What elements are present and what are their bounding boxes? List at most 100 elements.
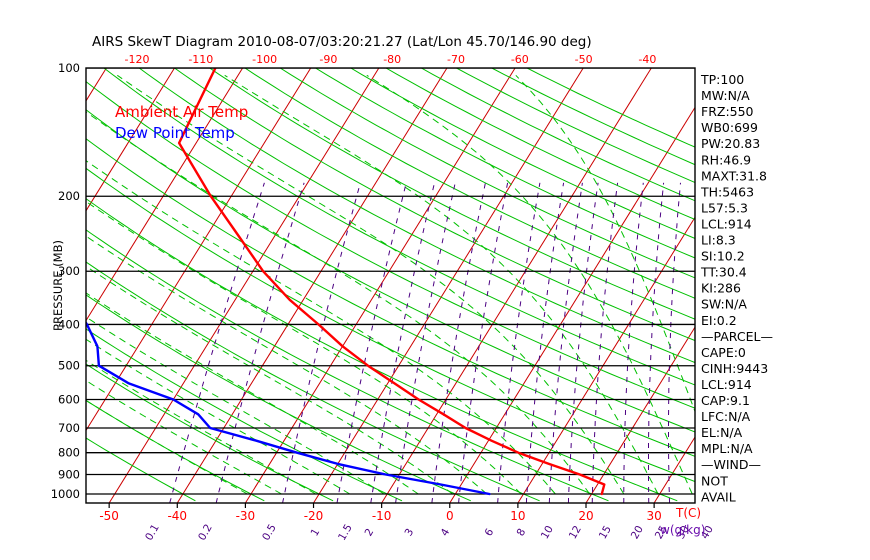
top-temp-tick: -100	[252, 53, 277, 66]
mixing-ratio-tick: 30	[675, 524, 692, 542]
dry-adiabat-line	[315, 68, 695, 259]
dry-adiabat-line	[86, 138, 695, 457]
mixing-ratio-line	[336, 182, 407, 503]
top-temp-tick: -40	[638, 53, 656, 66]
parameter-item: TP:100	[700, 72, 744, 87]
pressure-tick-label: 600	[58, 392, 80, 406]
mixing-ratio-tick: 3	[403, 527, 417, 539]
dry-adiabat-line	[86, 109, 695, 433]
parameter-item: EI:0.2	[701, 313, 737, 328]
dry-adiabat-line	[244, 68, 695, 299]
mixing-ratio-tick: 1.5	[336, 522, 355, 542]
temp-axis-title: T(C)	[675, 506, 701, 520]
dry-adiabat-line	[421, 68, 695, 202]
parameter-item: CINH:9443	[701, 361, 768, 376]
dry-adiabat-line	[86, 437, 196, 502]
pressure-tick-label: 100	[58, 61, 80, 75]
pressure-tick-label: 500	[58, 359, 80, 373]
dry-adiabat-line	[86, 294, 472, 502]
isotherm-line	[313, 68, 584, 503]
parameter-item: —PARCEL—	[701, 329, 773, 344]
top-temp-tick: -90	[319, 53, 337, 66]
parameter-item: TT:30.4	[700, 265, 747, 280]
dry-adiabat-line	[526, 68, 695, 148]
mixing-ratio-line	[370, 182, 435, 503]
dry-adiabat-line	[86, 328, 403, 502]
dry-adiabat-line	[86, 229, 609, 502]
moist-adiabat-line	[86, 265, 453, 495]
mixing-ratio-line	[215, 182, 305, 503]
parameter-item: LI:8.3	[701, 233, 736, 248]
legend-dew-point-temp: Dew Point Temp	[115, 124, 235, 142]
parameter-item: CAPE:0	[701, 345, 746, 360]
mixing-ratio-tick: 15	[597, 524, 614, 542]
pressure-tick-label: 800	[58, 446, 80, 460]
parameter-item: LCL:914	[701, 377, 752, 392]
dry-adiabat-line	[86, 363, 334, 502]
moist-adiabat-line	[86, 399, 248, 495]
mixing-ratio-line	[548, 182, 583, 503]
grid-layer	[86, 68, 870, 503]
isotherm-line	[86, 68, 312, 432]
parameter-item: L57:5.3	[701, 200, 748, 215]
mixing-ratio-tick: 0.1	[143, 522, 162, 542]
bottom-temp-tick: -10	[372, 509, 392, 523]
mixing-ratio-tick: 20	[629, 524, 646, 542]
dry-adiabat-line	[456, 68, 695, 184]
dry-adiabat-line	[385, 68, 695, 220]
bottom-temp-tick: 0	[446, 509, 454, 523]
mixing-ratio-tick: 2	[363, 527, 377, 539]
pressure-axis-title: PRESSURE (MB)	[51, 240, 65, 331]
bottom-temp-tick: 20	[578, 509, 593, 523]
isotherm-line	[86, 68, 175, 212]
mixing-ratio-tick: 1	[309, 527, 323, 539]
dry-adiabat-line	[174, 68, 695, 342]
mixing-ratio-tick: 10	[539, 524, 556, 542]
mixing-ratio-line	[431, 182, 486, 503]
mixing-ratio-tick: 6	[483, 526, 497, 538]
parameter-item: —WIND—	[701, 457, 761, 472]
pressure-tick-label: 200	[58, 189, 80, 203]
parameter-item: MPL:N/A	[701, 441, 753, 456]
isotherm-line	[653, 436, 695, 503]
parameter-item: KI:286	[701, 281, 741, 296]
bottom-temp-tick: 30	[646, 509, 661, 523]
legend-ambient-air-temp: Ambient Air Temp	[115, 103, 248, 121]
mixing-ratio-tick: 0.5	[260, 522, 279, 542]
moist-adiabat-line	[86, 235, 488, 495]
mixing-ratio-tick: 4	[439, 526, 453, 538]
parameter-item: AVAIL	[701, 489, 736, 504]
isotherm-line	[790, 68, 870, 503]
moist-adiabat-line	[86, 160, 556, 495]
moist-adiabat-line	[224, 74, 659, 495]
mixing-ratio-line	[282, 182, 361, 503]
mixing-ratio-line	[525, 182, 565, 503]
dry-adiabat-line	[209, 68, 695, 320]
ambient-air-temp-curve	[177, 68, 606, 496]
pressure-tick-label: 400	[58, 317, 80, 331]
parameter-item: WB0:699	[701, 120, 758, 135]
mixing-ratio-tick: 0.2	[196, 522, 215, 542]
dry-adiabat-line	[86, 80, 695, 409]
top-temp-tick: -70	[447, 53, 465, 66]
moist-adiabat-line	[366, 74, 693, 495]
dry-adiabat-line	[103, 68, 695, 386]
pressure-tick-label: 700	[58, 421, 80, 435]
dry-adiabat-line	[138, 68, 695, 364]
dry-adiabat-line	[86, 167, 695, 483]
moist-adiabat-line	[86, 111, 591, 495]
isotherm-line	[86, 68, 244, 322]
pressure-tick-label: 1000	[51, 487, 80, 501]
bottom-temp-tick: -40	[167, 509, 187, 523]
moist-adiabat-line	[117, 74, 625, 495]
isotherm-line	[858, 68, 870, 503]
mixing-ratio-line	[648, 182, 665, 503]
moist-adiabat-line	[86, 359, 316, 495]
bottom-temp-tick: -50	[99, 509, 119, 523]
top-temp-tick: -50	[575, 53, 593, 66]
mixing-ratio-line	[591, 182, 619, 503]
mixing-ratio-line	[458, 182, 509, 503]
parameter-item: RH:46.9	[701, 152, 751, 167]
